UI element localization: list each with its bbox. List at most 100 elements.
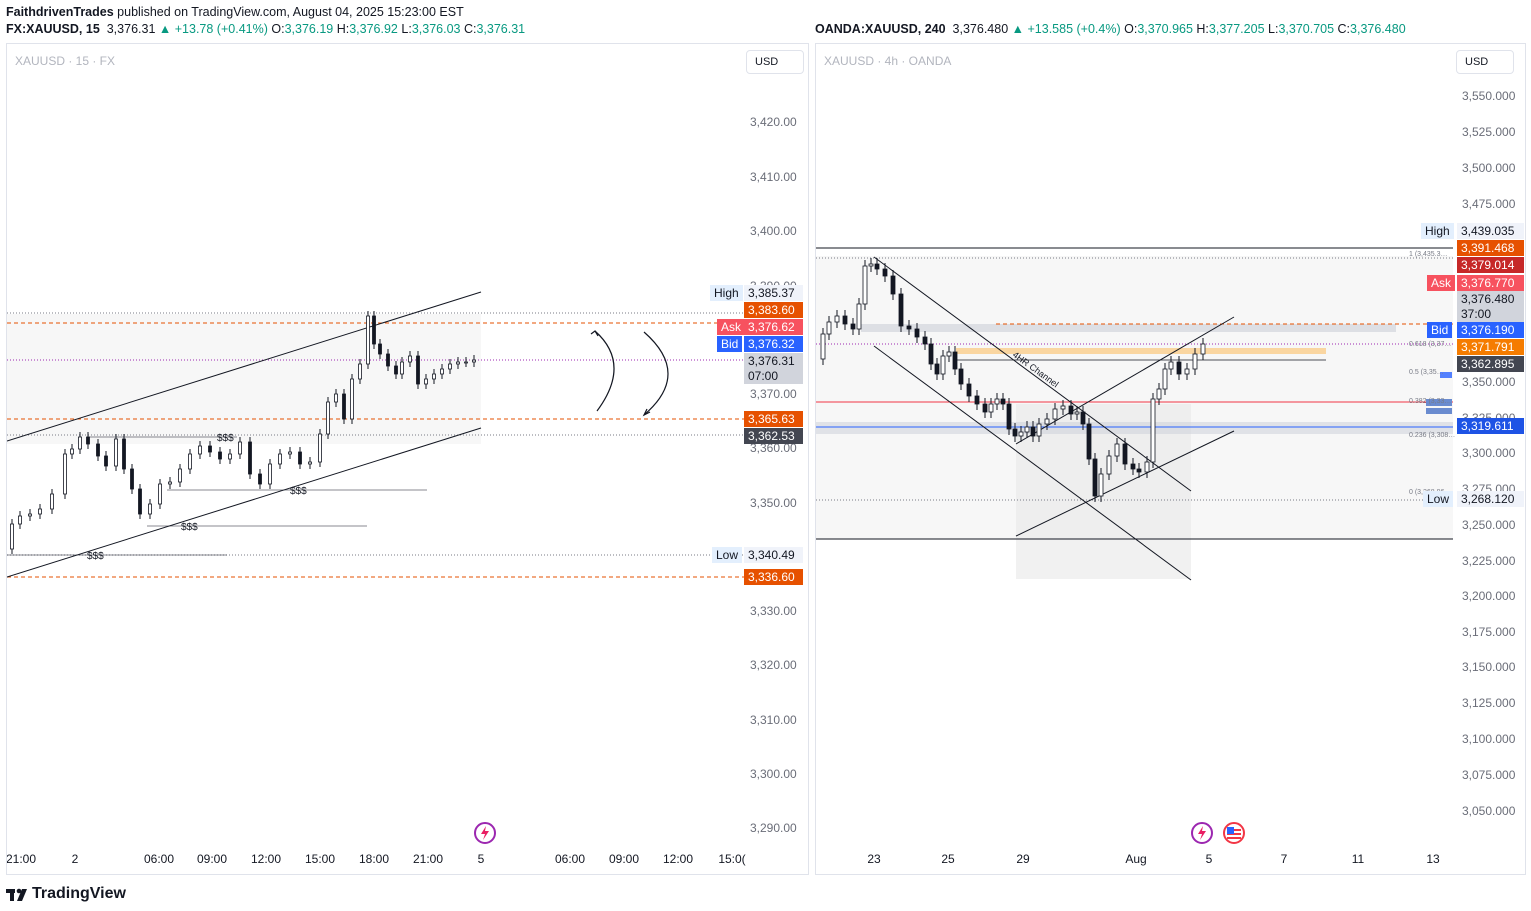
us-flag-icon[interactable]	[1223, 822, 1245, 844]
time-axis-label: 21:00	[6, 852, 37, 866]
ask-tag-value: 3,376.770	[1457, 275, 1524, 291]
author-name[interactable]: FaithdrivenTrades	[6, 5, 114, 19]
candle-body	[1080, 411, 1086, 425]
candle-body	[890, 275, 896, 295]
candle-body	[472, 359, 476, 363]
candle-body	[1006, 403, 1012, 430]
time-axis-label: 25	[941, 852, 955, 866]
right-last-price: 3,376.480	[952, 22, 1009, 36]
candle-body	[1122, 443, 1128, 465]
candle-body	[934, 363, 940, 375]
candle-body	[440, 368, 444, 375]
up-arrow-icon: ▲	[158, 22, 172, 36]
price-axis-label: 3,125.000	[1462, 696, 1516, 710]
candle-body	[416, 355, 420, 385]
level-tag-2: 3,365.63	[744, 411, 803, 427]
currency-button[interactable]: USD	[1456, 50, 1514, 74]
lightning-icon[interactable]	[1191, 822, 1213, 844]
time-axis-label: 29	[1016, 852, 1030, 866]
price-axis-label: 3,370.00	[750, 387, 797, 401]
candle-body	[1192, 353, 1198, 370]
right-high: 3,377.205	[1208, 22, 1265, 36]
right-chart-panel[interactable]: 4HR Channel 1 (3,435.3… 0.618 (3,37… 0.5…	[815, 43, 1526, 875]
arrow-head-icon	[590, 330, 599, 337]
currency-button[interactable]: USD	[746, 50, 804, 74]
price-axis-label: 3,100.000	[1462, 732, 1516, 746]
candle-body	[10, 523, 14, 550]
time-axis-label: 15:0(	[718, 852, 746, 866]
candle-body	[308, 461, 312, 465]
candle-body	[114, 438, 118, 467]
candle-body	[258, 473, 262, 485]
candle-body	[50, 493, 54, 510]
supply-zone	[861, 324, 1396, 332]
candle-body	[278, 453, 282, 465]
price-axis-label: 3,250.000	[1462, 518, 1516, 532]
left-change: +13.78 (+0.41%)	[174, 22, 268, 36]
candle-body	[1068, 405, 1074, 415]
lightning-icon[interactable]	[474, 822, 496, 844]
candle-body	[906, 325, 912, 330]
candle-body	[1060, 405, 1066, 410]
candle-body	[1012, 428, 1018, 437]
right-symbol[interactable]: OANDA:XAUUSD, 240	[815, 22, 946, 36]
candle-body	[1176, 361, 1182, 375]
fib-label-1: 1 (3,435.3…	[1409, 251, 1448, 258]
channel-upper	[7, 291, 482, 442]
candle-body	[952, 351, 958, 370]
up-arrow-icon: ▲	[1011, 22, 1025, 36]
time-axis-label: 06:00	[143, 852, 175, 866]
liquidity-label-3: $$$	[181, 522, 198, 533]
right-chart-canvas[interactable]: 4HR Channel 1 (3,435.3… 0.618 (3,37… 0.5…	[816, 44, 1526, 875]
candle-body	[63, 453, 67, 495]
time-axis-label: 23	[867, 852, 881, 866]
candle-body	[1156, 388, 1162, 400]
liquidity-label-1: $$$	[217, 433, 234, 444]
tradingview-logo[interactable]: TradingView	[6, 885, 126, 903]
left-symbol[interactable]: FX:XAUUSD, 15	[6, 22, 100, 36]
candle-body	[228, 453, 232, 460]
candle-body	[386, 353, 390, 367]
last-price-tag: 3,376.480	[1457, 291, 1524, 307]
time-axis-label: 5	[1205, 852, 1213, 866]
candle-body	[298, 451, 302, 465]
price-axis-label: 3,500.000	[1462, 161, 1516, 175]
left-chart-panel[interactable]: $$$ $$$ $$$ $$$ XAUUSD · 15 · FX USD 3,4…	[6, 43, 809, 875]
candle-body	[400, 361, 404, 375]
candle-body	[994, 398, 1000, 405]
candle-body	[862, 265, 868, 305]
candle-body	[268, 463, 272, 485]
level-tag-2: 3,379.014	[1457, 257, 1524, 273]
candle-body	[378, 343, 382, 355]
level-tag-1: 3,383.60	[744, 302, 803, 318]
time-axis-label: 21:00	[412, 852, 444, 866]
candle-body	[432, 373, 436, 380]
publish-header: FaithdrivenTrades published on TradingVi…	[6, 4, 464, 21]
candle-body	[958, 368, 964, 385]
level-tag-5: 3,319.611	[1457, 418, 1524, 434]
channel-upper	[873, 256, 1192, 492]
candle-body	[1030, 426, 1036, 437]
candle-body	[208, 445, 212, 453]
price-axis-label: 3,300.00	[750, 767, 797, 781]
price-axis-label: 3,350.000	[1462, 375, 1516, 389]
level-tag-3: 3,362.53	[744, 428, 803, 444]
high-tag-label: High	[710, 285, 743, 301]
price-axis-label: 3,300.000	[1462, 446, 1516, 460]
candle-body	[1098, 473, 1104, 497]
bid-tag-value: 3,376.32	[744, 336, 803, 352]
bid-tag-label: Bid	[1427, 322, 1453, 338]
price-axis-label: 3,175.000	[1462, 625, 1516, 639]
left-chart-canvas[interactable]: $$$ $$$ $$$ $$$	[7, 44, 809, 875]
left-open: 3,376.19	[284, 22, 334, 36]
price-axis-label: 3,200.000	[1462, 589, 1516, 603]
channel-lower	[7, 427, 482, 578]
candle-body	[1200, 343, 1206, 355]
price-axis-label: 3,290.00	[750, 821, 797, 835]
price-axis-label: 3,360.00	[750, 441, 797, 455]
candle-body	[842, 315, 848, 325]
time-axis-label: 15:00	[304, 852, 336, 866]
candle-body	[874, 263, 880, 270]
candle-body	[158, 483, 162, 505]
candle-body	[1086, 423, 1092, 460]
